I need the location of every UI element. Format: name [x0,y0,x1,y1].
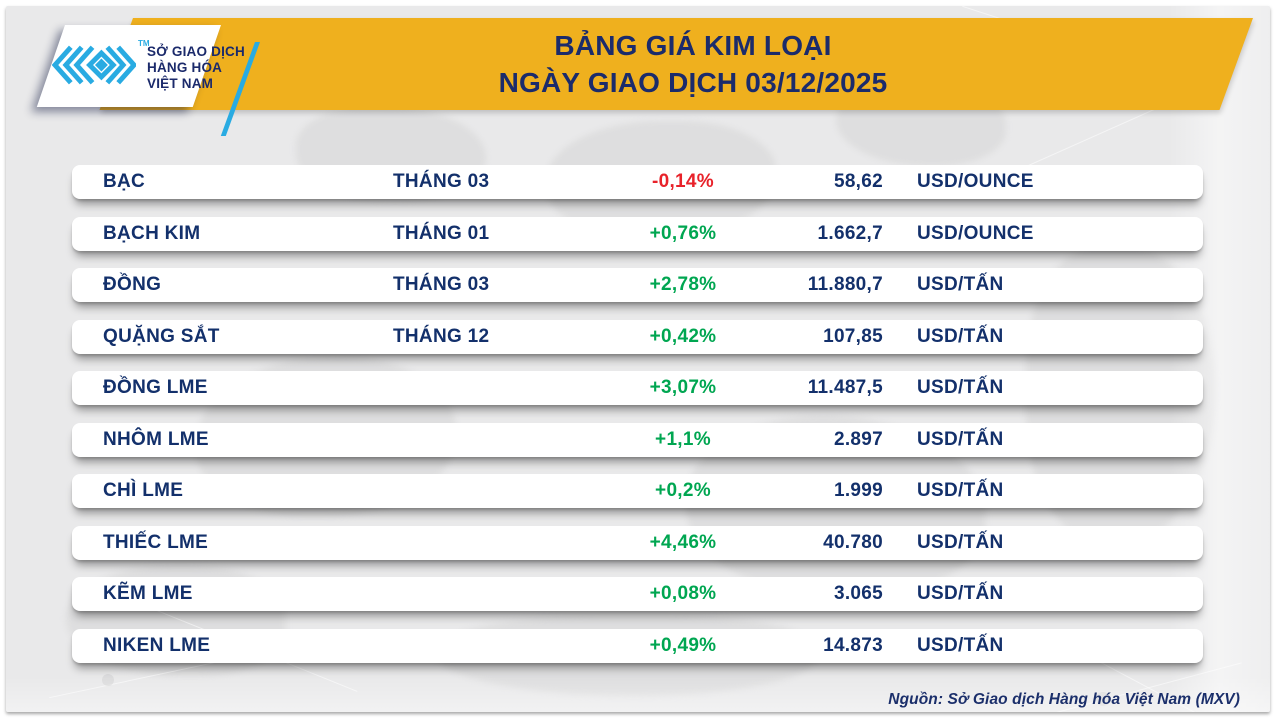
price-value: 11.487,5 [807,377,883,398]
contract-month: THÁNG 03 [393,274,490,295]
table-row: NIKEN LME +0,49% 14.873 USD/TẤN [72,628,1203,663]
change-percent: +1,1% [655,428,711,450]
source-credit: Nguồn: Sở Giao dịch Hàng hóa Việt Nam (M… [888,691,1240,708]
commodity-name: QUẶNG SẮT [103,325,220,347]
commodity-name: CHÌ LME [103,480,184,501]
price-unit: USD/TẤN [917,480,1004,501]
price-unit: USD/TẤN [917,531,1004,553]
price-value: 1.999 [833,480,883,501]
table-row: NHÔM LME +1,1% 2.897 USD/TẤN [72,422,1203,457]
price-value: 11.880,7 [807,274,883,295]
price-unit: USD/TẤN [917,377,1004,398]
trademark-symbol: TM [138,39,150,48]
exchange-name-line-1: SỞ GIAO DỊCH [147,44,245,59]
change-percent: +0,08% [649,583,717,604]
title-line-2: NGÀY GIAO DỊCH 03/12/2025 [498,67,888,98]
commodity-name: KẼM LME [103,583,193,604]
commodity-name: NHÔM LME [103,428,209,450]
table-row: KẼM LME +0,08% 3.065 USD/TẤN [72,577,1203,611]
price-value: 58,62 [833,171,883,192]
price-unit: USD/OUNCE [917,222,1034,244]
price-unit: USD/TẤN [917,634,1004,656]
price-unit: USD/TẤN [917,428,1004,450]
table-row: QUẶNG SẮT THÁNG 12 +0,42% 107,85 USD/TẤN [72,319,1203,354]
table-row: ĐỒNG LME +3,07% 11.487,5 USD/TẤN [72,371,1203,405]
exchange-name-line-2: HÀNG HÓA [147,60,223,75]
price-value: 2.897 [833,428,883,450]
table-row: CHÌ LME +0,2% 1.999 USD/TẤN [72,474,1203,508]
change-percent: +0,2% [655,480,711,501]
price-value: 107,85 [823,325,883,347]
commodity-name: BẠC [103,171,146,192]
commodity-name: ĐỒNG [103,274,162,295]
price-value: 3.065 [833,583,883,604]
change-percent: +3,07% [649,377,717,398]
commodity-name: ĐỒNG LME [103,377,208,398]
table-row: ĐỒNG THÁNG 03 +2,78% 11.880,7 USD/TẤN [72,268,1203,302]
contract-month: THÁNG 03 [393,171,490,192]
contract-month: THÁNG 01 [393,222,490,244]
change-percent: +0,49% [649,634,717,656]
table-row: BẠCH KIM THÁNG 01 +0,76% 1.662,7 USD/OUNCE [72,216,1203,251]
price-unit: USD/OUNCE [917,171,1034,192]
commodity-name: THIẾC LME [103,531,209,553]
exchange-name: SỞ GIAO DỊCH HÀNG HÓA VIỆT NAM [147,44,245,92]
price-value: 14.873 [823,634,883,656]
mxv-logo-icon [52,45,136,85]
commodity-name: BẠCH KIM [103,222,201,244]
commodity-name: NIKEN LME [103,634,211,656]
change-percent: +2,78% [649,274,717,295]
exchange-name-line-3: VIỆT NAM [147,76,214,91]
price-value: 40.780 [823,531,883,553]
change-percent: +4,46% [649,531,717,553]
table-row: THIẾC LME +4,46% 40.780 USD/TẤN [72,525,1203,560]
page-title: BẢNG GIÁ KIM LOẠI NGÀY GIAO DỊCH 03/12/2… [386,27,1000,101]
change-percent: +0,42% [649,325,717,347]
title-line-1: BẢNG GIÁ KIM LOẠI [554,30,832,61]
price-value: 1.662,7 [817,222,883,244]
price-unit: USD/TẤN [917,274,1004,295]
price-unit: USD/TẤN [917,325,1004,347]
contract-month: THÁNG 12 [393,325,490,347]
table-row: BẠC THÁNG 03 -0,14% 58,62 USD/OUNCE [72,165,1203,199]
change-percent: -0,14% [651,171,714,192]
change-percent: +0,76% [649,222,717,244]
price-unit: USD/TẤN [917,583,1004,604]
price-board-card: BẢNG GIÁ KIM LOẠI NGÀY GIAO DỊCH 03/12/2… [6,6,1270,712]
